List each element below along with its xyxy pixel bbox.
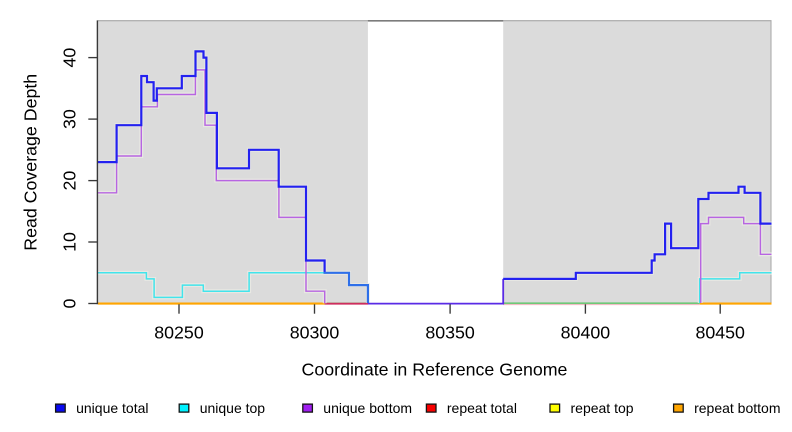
svg-text:Coordinate in Reference Genome: Coordinate in Reference Genome	[302, 360, 568, 380]
svg-text:80450: 80450	[695, 323, 745, 343]
svg-text:10: 10	[60, 232, 80, 252]
svg-text:30: 30	[60, 109, 80, 129]
svg-text:80350: 80350	[425, 323, 475, 343]
svg-text:Read Coverage Depth: Read Coverage Depth	[20, 74, 40, 251]
svg-text:20: 20	[60, 171, 80, 191]
svg-text:repeat top: repeat top	[571, 400, 634, 416]
svg-text:80300: 80300	[290, 323, 340, 343]
svg-text:80400: 80400	[561, 323, 611, 343]
svg-text:repeat bottom: repeat bottom	[694, 400, 780, 416]
svg-text:80250: 80250	[154, 323, 204, 343]
svg-text:unique total: unique total	[76, 400, 148, 416]
svg-text:repeat total: repeat total	[447, 400, 517, 416]
svg-text:unique bottom: unique bottom	[323, 400, 412, 416]
svg-text:0: 0	[60, 298, 80, 308]
svg-text:unique top: unique top	[200, 400, 266, 416]
svg-text:40: 40	[60, 48, 80, 68]
